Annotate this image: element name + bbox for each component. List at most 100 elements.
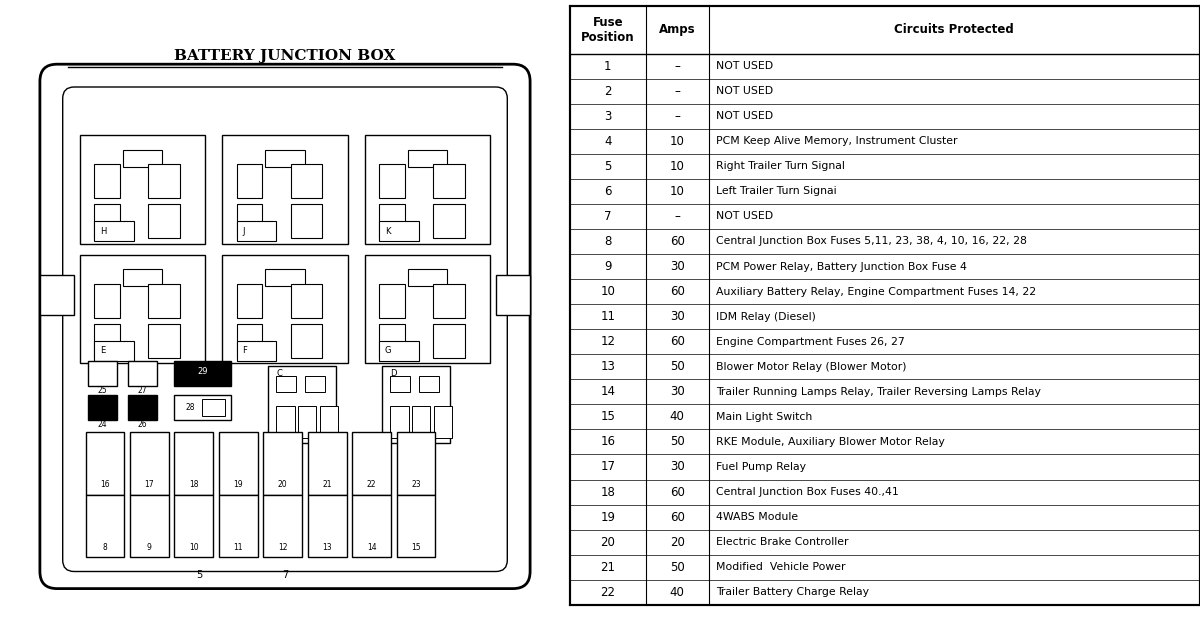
Text: 20: 20: [278, 480, 288, 489]
Text: PCM Power Relay, Battery Junction Box Fuse 4: PCM Power Relay, Battery Junction Box Fu…: [716, 261, 967, 272]
Bar: [298, 406, 317, 438]
Bar: [40, 275, 74, 315]
Text: Modified  Vehicle Power: Modified Vehicle Power: [716, 562, 846, 572]
Text: PCM Keep Alive Memory, Instrument Cluster: PCM Keep Alive Memory, Instrument Cluste…: [716, 136, 958, 146]
Bar: [290, 284, 322, 318]
Bar: [149, 204, 180, 238]
Text: 6: 6: [604, 185, 612, 198]
Text: 17: 17: [144, 480, 154, 489]
Text: 10: 10: [188, 542, 199, 551]
Bar: [89, 360, 116, 386]
Bar: [94, 324, 120, 358]
Text: 7: 7: [282, 570, 288, 580]
Text: 19: 19: [600, 510, 616, 524]
Text: 10: 10: [670, 135, 684, 148]
Text: 14: 14: [367, 542, 377, 551]
Bar: [149, 324, 180, 358]
Text: G: G: [385, 346, 391, 355]
Bar: [149, 284, 180, 318]
Bar: [290, 324, 322, 358]
Text: 16: 16: [600, 435, 616, 449]
Text: F: F: [242, 346, 247, 355]
Bar: [89, 395, 116, 420]
Bar: [390, 376, 410, 392]
Bar: [353, 495, 391, 558]
Text: 4WABS Module: 4WABS Module: [716, 512, 798, 522]
Bar: [174, 360, 230, 386]
Bar: [419, 376, 439, 392]
Bar: [268, 366, 336, 444]
Bar: [397, 495, 436, 558]
Text: 60: 60: [670, 486, 684, 498]
Text: NOT USED: NOT USED: [716, 61, 773, 71]
Bar: [79, 135, 205, 244]
Text: 3: 3: [604, 110, 612, 123]
Bar: [412, 406, 431, 438]
Text: 10: 10: [600, 285, 616, 298]
Bar: [433, 324, 464, 358]
Text: Auxiliary Battery Relay, Engine Compartment Fuses 14, 22: Auxiliary Battery Relay, Engine Compartm…: [716, 287, 1037, 297]
Text: 13: 13: [600, 360, 616, 373]
Bar: [218, 432, 258, 495]
Text: 8: 8: [102, 542, 107, 551]
Text: 11: 11: [600, 310, 616, 323]
Text: 9: 9: [146, 542, 151, 551]
Text: Central Junction Box Fuses 5,11, 23, 38, 4, 10, 16, 22, 28: Central Junction Box Fuses 5,11, 23, 38,…: [716, 236, 1027, 246]
FancyBboxPatch shape: [40, 64, 530, 588]
Bar: [433, 284, 464, 318]
Text: C: C: [276, 369, 282, 378]
Text: 2: 2: [604, 84, 612, 98]
Bar: [390, 406, 409, 438]
Text: Fuse
Position: Fuse Position: [581, 16, 635, 44]
Bar: [85, 495, 125, 558]
Text: RKE Module, Auxiliary Blower Motor Relay: RKE Module, Auxiliary Blower Motor Relay: [716, 437, 944, 447]
Bar: [365, 135, 491, 244]
Bar: [130, 432, 169, 495]
Text: NOT USED: NOT USED: [716, 86, 773, 96]
Bar: [85, 432, 125, 495]
Text: 40: 40: [670, 586, 684, 598]
Text: 8: 8: [604, 235, 612, 248]
Text: –: –: [674, 210, 680, 223]
Bar: [319, 406, 338, 438]
Bar: [433, 164, 464, 198]
Text: 29: 29: [197, 367, 208, 375]
Text: 21: 21: [323, 480, 332, 489]
Bar: [122, 270, 162, 287]
Text: 60: 60: [670, 510, 684, 524]
Text: –: –: [674, 110, 680, 123]
Bar: [79, 255, 205, 364]
Bar: [236, 204, 263, 238]
Text: 4: 4: [604, 135, 612, 148]
Text: 22: 22: [367, 480, 377, 489]
Text: NOT USED: NOT USED: [716, 212, 773, 221]
Bar: [379, 341, 419, 360]
Bar: [353, 432, 391, 495]
Text: 12: 12: [600, 335, 616, 348]
Text: 10: 10: [670, 160, 684, 173]
Text: Fuel Pump Relay: Fuel Pump Relay: [716, 462, 806, 472]
Text: 19: 19: [234, 480, 244, 489]
Text: Blower Motor Relay (Blower Motor): Blower Motor Relay (Blower Motor): [716, 362, 907, 372]
Bar: [496, 275, 530, 315]
Text: 50: 50: [670, 360, 684, 373]
Bar: [265, 150, 305, 167]
Bar: [379, 284, 404, 318]
Bar: [307, 495, 347, 558]
Bar: [379, 324, 404, 358]
Text: 26: 26: [138, 420, 148, 429]
Bar: [408, 270, 448, 287]
Text: 5: 5: [604, 160, 612, 173]
Text: Engine Compartment Fuses 26, 27: Engine Compartment Fuses 26, 27: [716, 336, 905, 346]
Text: Circuits Protected: Circuits Protected: [894, 23, 1014, 37]
Text: 28: 28: [185, 403, 194, 413]
Text: Amps: Amps: [659, 23, 696, 37]
Bar: [149, 164, 180, 198]
Text: 17: 17: [600, 461, 616, 474]
Bar: [397, 432, 436, 495]
Text: 30: 30: [670, 260, 684, 273]
Text: 50: 50: [670, 561, 684, 574]
Text: 18: 18: [190, 480, 198, 489]
Text: 30: 30: [670, 386, 684, 398]
Text: Trailer Battery Charge Relay: Trailer Battery Charge Relay: [716, 587, 869, 597]
